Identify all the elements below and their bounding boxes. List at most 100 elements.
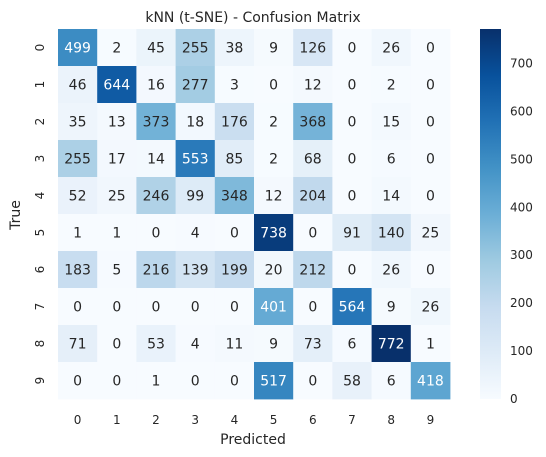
heatmap-cell xyxy=(371,251,412,289)
heatmap-cell xyxy=(97,362,137,400)
heatmap-cell xyxy=(410,325,451,363)
heatmap-cell xyxy=(371,29,412,67)
y-tick-label: 2 xyxy=(33,118,47,126)
heatmap-cell xyxy=(254,214,294,252)
cell-annotation: 4 xyxy=(191,226,200,242)
heatmap-cell xyxy=(175,288,216,326)
cell-annotation: 183 xyxy=(64,263,91,279)
heatmap-cell xyxy=(175,140,216,178)
heatmap-cell xyxy=(371,214,412,252)
cell-annotation: 1 xyxy=(152,374,161,390)
cell-annotation: 1 xyxy=(426,337,435,353)
heatmap-cell xyxy=(58,251,98,289)
cell-annotation: 2 xyxy=(387,78,396,94)
cell-annotation: 1 xyxy=(73,226,82,242)
heatmap-cell xyxy=(58,288,98,326)
heatmap-cell xyxy=(58,29,98,67)
cell-annotation: 0 xyxy=(426,78,435,94)
cell-annotation: 0 xyxy=(112,337,121,353)
cell-annotation: 26 xyxy=(382,263,400,279)
cell-annotation: 0 xyxy=(230,300,239,316)
heatmap-cell xyxy=(136,362,176,400)
x-tick-label: 0 xyxy=(74,413,82,427)
heatmap-cell xyxy=(293,66,333,104)
heatmap-cell xyxy=(136,288,176,326)
cell-annotation: 2 xyxy=(112,41,121,57)
cell-annotation: 348 xyxy=(221,189,248,205)
y-tick-label: 3 xyxy=(33,155,47,163)
cell-annotation: 12 xyxy=(304,78,322,94)
colorbar-tick-label: 400 xyxy=(510,200,533,214)
heatmap-cell xyxy=(97,140,137,178)
cell-annotation: 0 xyxy=(152,226,161,242)
heatmap-cell xyxy=(293,103,333,141)
cell-annotation: 46 xyxy=(69,78,87,94)
heatmap-cell xyxy=(332,288,372,326)
heatmap-cell xyxy=(332,325,372,363)
x-tick-label: 9 xyxy=(427,413,435,427)
cell-annotation: 126 xyxy=(299,41,326,57)
cell-annotation: 73 xyxy=(304,337,322,353)
cell-annotation: 644 xyxy=(103,78,130,94)
cell-annotation: 0 xyxy=(348,78,357,94)
cell-annotation: 52 xyxy=(69,189,87,205)
cell-annotation: 176 xyxy=(221,115,248,131)
heatmap-cell xyxy=(332,103,372,141)
heatmap-cell xyxy=(175,66,216,104)
heatmap-cell xyxy=(58,66,98,104)
heatmap-cell xyxy=(214,288,255,326)
heatmap-cell xyxy=(175,214,216,252)
cell-annotation: 0 xyxy=(348,41,357,57)
cell-annotation: 738 xyxy=(260,226,287,242)
cell-annotation: 0 xyxy=(112,374,121,390)
heatmap-cell xyxy=(254,29,294,67)
heatmap-cell xyxy=(136,325,176,363)
heatmap-cell xyxy=(371,66,412,104)
heatmap-cell xyxy=(332,251,372,289)
cell-annotation: 418 xyxy=(417,374,444,390)
cell-annotation: 139 xyxy=(182,263,209,279)
x-tick-label: 5 xyxy=(270,413,278,427)
heatmap-cell xyxy=(214,29,255,67)
cell-annotation: 58 xyxy=(343,374,361,390)
cell-annotation: 25 xyxy=(421,226,439,242)
cell-annotation: 11 xyxy=(225,337,243,353)
cell-annotation: 373 xyxy=(143,115,170,131)
heatmap-cell xyxy=(293,177,333,215)
cell-annotation: 6 xyxy=(387,152,396,168)
cell-annotation: 26 xyxy=(421,300,439,316)
heatmap-cell xyxy=(175,362,216,400)
heatmap-cell xyxy=(136,66,176,104)
heatmap-cell xyxy=(97,214,137,252)
cell-annotation: 17 xyxy=(108,152,126,168)
y-tick-labels: 0 1 2 3 4 5 6 7 8 9 xyxy=(33,44,47,385)
cell-annotation: 15 xyxy=(382,115,400,131)
heatmap-cell xyxy=(410,177,451,215)
heatmap-cell xyxy=(175,325,216,363)
x-tick-label: 7 xyxy=(348,413,356,427)
cell-annotation: 5 xyxy=(112,263,121,279)
heatmap-cell xyxy=(214,362,255,400)
cell-annotation: 0 xyxy=(426,152,435,168)
heatmap-cell xyxy=(58,103,98,141)
heatmap-cell xyxy=(293,288,333,326)
cell-annotation: 255 xyxy=(182,41,209,57)
heatmap-cell xyxy=(371,288,412,326)
colorbar xyxy=(480,29,501,399)
heatmap-cell xyxy=(58,177,98,215)
heatmap-cell xyxy=(136,140,176,178)
cell-annotation: 0 xyxy=(308,226,317,242)
heatmap-cell xyxy=(58,362,98,400)
colorbar-tick-label: 0 xyxy=(510,392,518,406)
heatmap-cell xyxy=(293,325,333,363)
colorbar-tick-label: 100 xyxy=(510,344,533,358)
cell-annotation: 564 xyxy=(339,300,366,316)
heatmap-cell xyxy=(371,140,412,178)
heatmap-cell xyxy=(410,140,451,178)
cell-annotation: 99 xyxy=(186,189,204,205)
heatmap-cell xyxy=(97,325,137,363)
heatmap-cell xyxy=(214,325,255,363)
heatmap-cell xyxy=(97,177,137,215)
cell-annotation: 13 xyxy=(108,115,126,131)
cell-annotation: 0 xyxy=(426,263,435,279)
